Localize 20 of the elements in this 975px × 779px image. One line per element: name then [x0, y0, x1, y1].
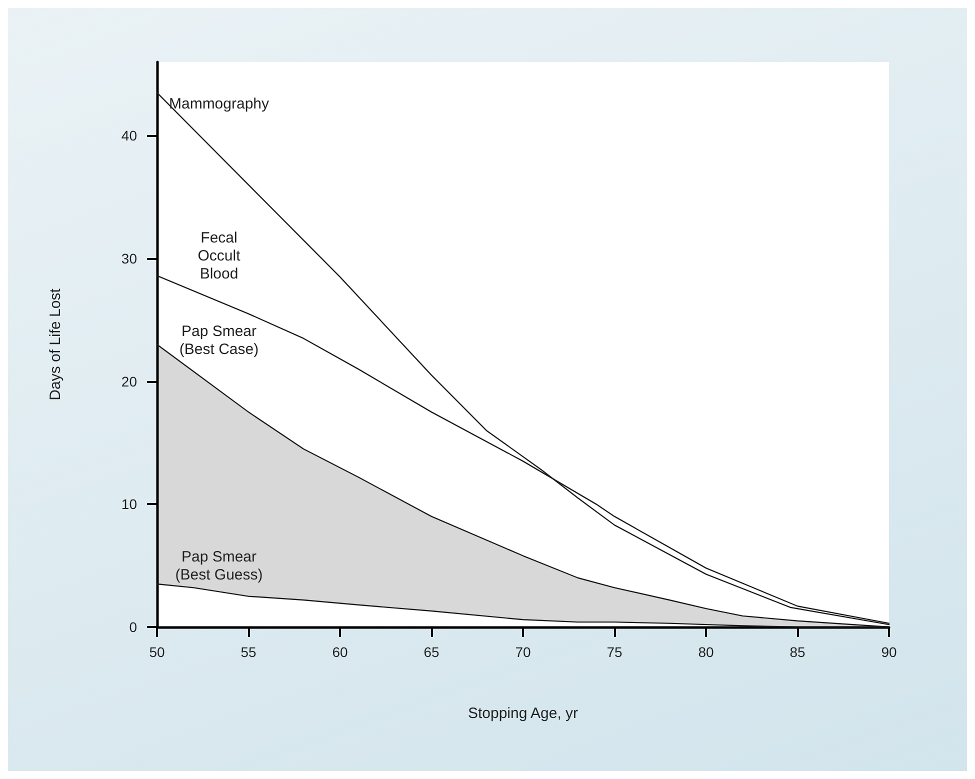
y-tick-label: 0	[129, 619, 138, 635]
series-label: Mammography	[168, 95, 270, 112]
y-tick-label: 40	[121, 128, 138, 144]
x-tick-label: 90	[881, 644, 897, 660]
y-tick-label: 30	[121, 250, 138, 267]
x-tick-label: 50	[149, 644, 165, 660]
x-tick-label: 70	[515, 644, 531, 660]
series-label: Pap Smear (Best Case)	[179, 323, 259, 358]
y-tick-label: 10	[121, 496, 138, 512]
x-tick-label: 80	[698, 644, 714, 660]
x-tick-label: 75	[606, 644, 622, 660]
series-label: Fecal Occult Blood	[198, 229, 242, 282]
series-label: Pap Smear (Best Guess)	[175, 548, 263, 584]
y-axis-title: Days of Life Lost	[47, 288, 64, 400]
x-tick-label: 60	[332, 644, 348, 660]
x-axis-title: Stopping Age, yr	[468, 705, 578, 722]
y-tick-label: 20	[121, 373, 138, 390]
x-tick-label: 65	[424, 644, 440, 660]
x-tick-label: 55	[240, 644, 256, 660]
x-tick-label: 85	[790, 644, 806, 660]
